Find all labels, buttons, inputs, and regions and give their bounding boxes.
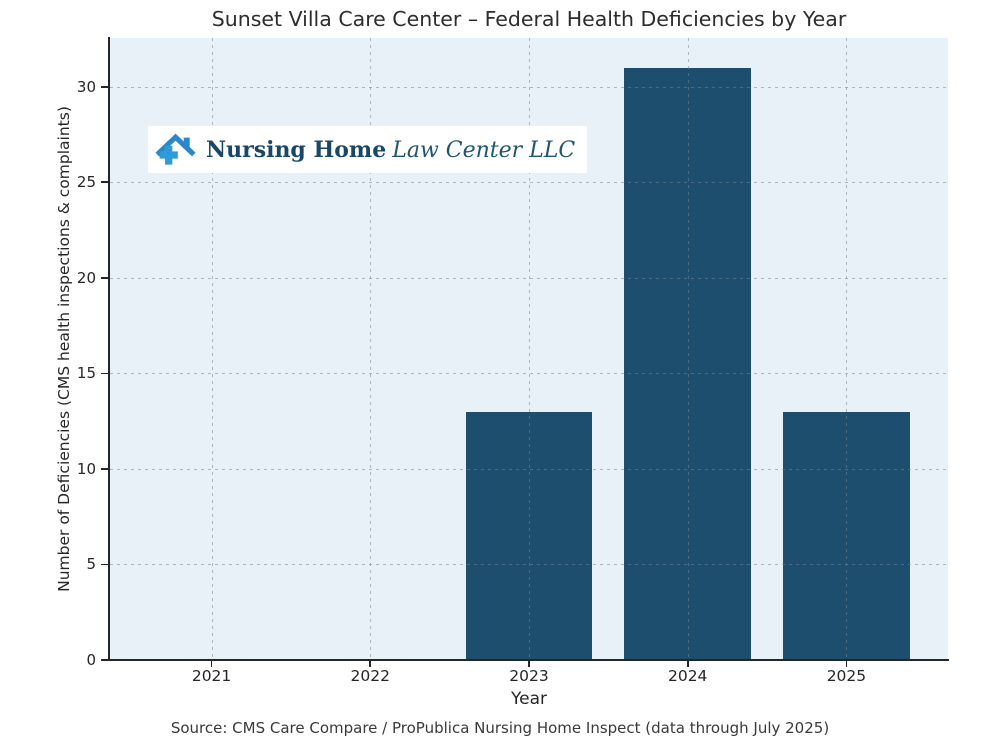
x-tick-2025	[845, 661, 848, 667]
logo-text-bold: Nursing Home	[206, 136, 387, 163]
chimney-shape	[183, 137, 190, 147]
x-tick-label-2022: 2022	[350, 667, 390, 685]
x-tick-label-2023: 2023	[509, 667, 549, 685]
gridline-x-2024	[687, 38, 689, 660]
y-tick-10	[101, 468, 108, 470]
y-tick-label-0: 0	[86, 651, 96, 669]
y-axis-label: Number of Deficiencies (CMS health inspe…	[55, 106, 73, 592]
x-tick-label-2021: 2021	[191, 667, 232, 685]
logo-text-italic: Law Center LLC	[392, 137, 576, 163]
medical-cross-shape	[159, 145, 178, 165]
y-tick-30	[101, 85, 108, 88]
y-axis-spine	[108, 37, 110, 661]
x-tick-label-2024: 2024	[667, 667, 708, 685]
y-tick-15	[101, 372, 108, 375]
gridline-x-2021	[211, 38, 213, 660]
roof-shape	[155, 133, 196, 157]
house-with-medical-cross-icon	[155, 133, 196, 165]
y-tick-25	[101, 181, 108, 184]
gridline-x-2023	[529, 38, 530, 660]
grid-layer	[110, 38, 948, 660]
x-axis-spine	[108, 659, 950, 661]
gridline-x-2025	[846, 38, 848, 660]
y-tick-label-25: 25	[76, 173, 96, 192]
logo-nursing-home-law-center: Nursing Home Law Center LLC	[148, 126, 588, 173]
x-tick-2021	[210, 661, 213, 667]
y-tick-label-20: 20	[76, 268, 96, 287]
y-tick-label-10: 10	[76, 459, 96, 478]
gridline-x-2022	[370, 38, 372, 660]
y-axis-label-wrap: Number of Deficiencies (CMS health inspe…	[48, 38, 80, 660]
x-tick-label-2025: 2025	[826, 667, 867, 685]
logo-text: Nursing Home Law Center LLC	[206, 137, 575, 163]
x-tick-2024	[686, 661, 689, 667]
y-tick-label-30: 30	[76, 77, 96, 96]
x-tick-2023	[528, 661, 530, 667]
y-tick-0	[101, 659, 108, 661]
y-tick-5	[101, 563, 108, 566]
x-tick-2022	[369, 661, 372, 667]
x-axis-label: Year	[511, 689, 547, 709]
y-tick-label-15: 15	[76, 364, 96, 383]
source-note: Source: CMS Care Compare / ProPublica Nu…	[170, 719, 830, 737]
y-tick-label-5: 5	[86, 555, 96, 574]
bar-2023	[465, 411, 593, 660]
chart-title: Sunset Villa Care Center – Federal Healt…	[211, 7, 847, 31]
y-tick-20	[101, 277, 108, 279]
